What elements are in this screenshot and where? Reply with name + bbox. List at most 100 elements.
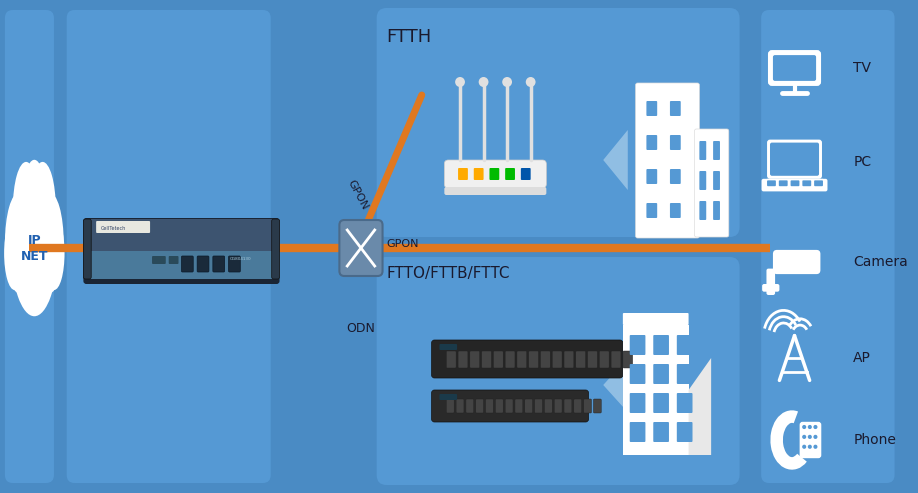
FancyBboxPatch shape xyxy=(458,351,468,368)
Text: GPON: GPON xyxy=(386,239,419,249)
FancyBboxPatch shape xyxy=(197,256,209,272)
FancyBboxPatch shape xyxy=(646,101,657,116)
FancyBboxPatch shape xyxy=(182,256,193,272)
FancyBboxPatch shape xyxy=(444,160,546,188)
FancyBboxPatch shape xyxy=(440,344,457,350)
FancyBboxPatch shape xyxy=(544,399,553,413)
FancyBboxPatch shape xyxy=(584,399,591,413)
Polygon shape xyxy=(603,360,626,410)
Circle shape xyxy=(813,425,817,429)
Circle shape xyxy=(526,77,535,87)
FancyBboxPatch shape xyxy=(677,335,692,355)
FancyBboxPatch shape xyxy=(593,399,601,413)
FancyBboxPatch shape xyxy=(761,10,894,483)
FancyBboxPatch shape xyxy=(630,393,645,413)
FancyBboxPatch shape xyxy=(611,351,621,368)
FancyBboxPatch shape xyxy=(670,203,681,218)
Text: Phone: Phone xyxy=(854,433,896,447)
FancyBboxPatch shape xyxy=(529,351,539,368)
FancyBboxPatch shape xyxy=(169,256,178,264)
FancyBboxPatch shape xyxy=(767,140,822,179)
Text: ODN: ODN xyxy=(346,321,375,334)
FancyBboxPatch shape xyxy=(670,135,681,150)
Text: AP: AP xyxy=(854,351,871,365)
FancyBboxPatch shape xyxy=(700,201,706,220)
FancyBboxPatch shape xyxy=(773,55,816,81)
Circle shape xyxy=(802,425,806,429)
FancyBboxPatch shape xyxy=(622,313,688,325)
Text: TV: TV xyxy=(854,61,871,75)
Circle shape xyxy=(793,252,812,272)
FancyBboxPatch shape xyxy=(630,364,645,384)
FancyBboxPatch shape xyxy=(769,51,820,85)
FancyBboxPatch shape xyxy=(272,219,280,279)
FancyBboxPatch shape xyxy=(694,129,729,237)
FancyBboxPatch shape xyxy=(376,257,740,485)
Polygon shape xyxy=(603,130,628,190)
FancyBboxPatch shape xyxy=(630,335,645,355)
FancyBboxPatch shape xyxy=(762,284,779,292)
FancyBboxPatch shape xyxy=(767,269,775,295)
Circle shape xyxy=(808,435,812,439)
FancyBboxPatch shape xyxy=(458,168,468,180)
FancyBboxPatch shape xyxy=(773,250,821,274)
FancyBboxPatch shape xyxy=(713,201,720,220)
Text: FTTO/FTTB/FTTC: FTTO/FTTB/FTTC xyxy=(386,266,510,281)
FancyBboxPatch shape xyxy=(476,399,484,413)
FancyBboxPatch shape xyxy=(340,220,383,276)
Circle shape xyxy=(455,77,465,87)
Text: FTTH: FTTH xyxy=(386,28,431,46)
FancyBboxPatch shape xyxy=(635,83,700,238)
FancyBboxPatch shape xyxy=(654,422,669,442)
FancyBboxPatch shape xyxy=(96,221,150,233)
FancyBboxPatch shape xyxy=(630,422,645,442)
FancyBboxPatch shape xyxy=(505,399,513,413)
FancyBboxPatch shape xyxy=(646,135,657,150)
Circle shape xyxy=(502,77,512,87)
FancyBboxPatch shape xyxy=(213,256,225,272)
FancyBboxPatch shape xyxy=(85,219,280,251)
Text: PC: PC xyxy=(854,155,871,169)
Ellipse shape xyxy=(11,180,58,316)
FancyBboxPatch shape xyxy=(554,399,562,413)
FancyBboxPatch shape xyxy=(474,168,484,180)
FancyBboxPatch shape xyxy=(654,335,669,355)
FancyBboxPatch shape xyxy=(456,399,464,413)
FancyBboxPatch shape xyxy=(152,256,166,264)
Ellipse shape xyxy=(13,162,39,254)
FancyBboxPatch shape xyxy=(670,101,681,116)
FancyBboxPatch shape xyxy=(446,399,454,413)
FancyBboxPatch shape xyxy=(622,351,633,368)
FancyBboxPatch shape xyxy=(800,422,822,458)
FancyBboxPatch shape xyxy=(646,203,657,218)
FancyBboxPatch shape xyxy=(5,10,54,483)
FancyBboxPatch shape xyxy=(790,180,800,186)
Circle shape xyxy=(813,435,817,439)
FancyBboxPatch shape xyxy=(677,422,692,442)
FancyBboxPatch shape xyxy=(84,218,280,284)
FancyBboxPatch shape xyxy=(588,351,598,368)
FancyBboxPatch shape xyxy=(646,169,657,184)
FancyBboxPatch shape xyxy=(654,393,669,413)
Ellipse shape xyxy=(35,192,63,293)
FancyBboxPatch shape xyxy=(677,393,692,413)
FancyBboxPatch shape xyxy=(431,340,622,378)
FancyBboxPatch shape xyxy=(762,179,827,191)
FancyBboxPatch shape xyxy=(505,168,515,180)
Text: Camera: Camera xyxy=(854,255,908,269)
FancyBboxPatch shape xyxy=(444,187,546,195)
FancyBboxPatch shape xyxy=(496,399,503,413)
FancyBboxPatch shape xyxy=(802,180,812,186)
FancyBboxPatch shape xyxy=(431,390,588,422)
FancyBboxPatch shape xyxy=(574,399,582,413)
FancyBboxPatch shape xyxy=(564,351,574,368)
Circle shape xyxy=(813,445,817,449)
FancyBboxPatch shape xyxy=(564,399,572,413)
Ellipse shape xyxy=(29,162,56,254)
FancyBboxPatch shape xyxy=(470,351,479,368)
Text: CeIITetech: CeIITetech xyxy=(101,225,127,231)
FancyBboxPatch shape xyxy=(654,364,669,384)
Circle shape xyxy=(478,77,488,87)
Text: CG804130: CG804130 xyxy=(230,257,252,261)
Circle shape xyxy=(802,445,806,449)
